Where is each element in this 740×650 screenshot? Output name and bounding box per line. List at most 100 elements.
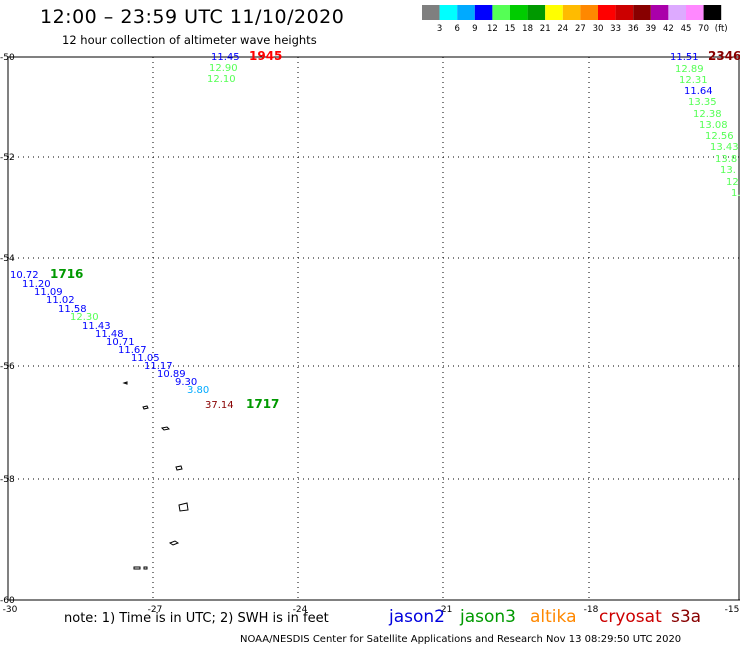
color-scale-label: 30 (593, 24, 604, 34)
color-swatch (527, 5, 546, 20)
color-scale-label: 9 (472, 24, 477, 34)
color-scale-label: 27 (575, 24, 586, 34)
track-time-label: 1945 (249, 49, 282, 63)
swh-value: 12.10 (207, 74, 236, 85)
color-swatch (474, 5, 493, 20)
swh-value: 11.58 (58, 304, 87, 315)
swh-value: 13.43 (710, 142, 739, 153)
swh-value: 10.71 (106, 337, 135, 348)
swh-value: 12 (726, 177, 739, 188)
swh-value: 11.67 (118, 345, 147, 356)
swh-value: 12.56 (705, 131, 734, 142)
swh-value: 11.43 (82, 321, 111, 332)
lon-tick-label: -18 (584, 605, 599, 615)
lon-tick-label: -21 (438, 605, 453, 615)
color-swatch (650, 5, 669, 20)
lat-tick-label: -50 (0, 53, 15, 63)
lon-tick-label: -27 (148, 605, 163, 615)
island-outline (133, 566, 141, 570)
island-outline (142, 405, 149, 410)
color-scale-label: 36 (628, 24, 639, 34)
lon-tick-label: -30 (3, 605, 18, 615)
map-gridlines (8, 57, 740, 600)
swh-value: 12.90 (209, 63, 238, 74)
swh-value: 11.09 (34, 287, 63, 298)
island-outline (160, 426, 171, 431)
color-swatch (492, 5, 510, 20)
track-2346: 11.51 2346 12.89 12.31 11.64 13.35 12.38… (670, 49, 740, 199)
swh-value: 13. (720, 165, 736, 176)
swh-value: 11.17 (144, 361, 173, 372)
swh-value: 12.30 (70, 312, 99, 323)
color-scale-label: 24 (557, 24, 568, 34)
swh-value: 11.51 (670, 52, 699, 63)
track-time-label: 1716 (50, 267, 83, 281)
color-swatch (686, 5, 704, 20)
color-scale-label: 18 (522, 24, 533, 34)
color-swatch (545, 5, 563, 20)
legend-jason3: jason3 (460, 607, 516, 627)
color-swatch (580, 5, 598, 20)
color-swatch (703, 5, 722, 20)
color-scale-labels: 3 6 9 12 15 18 21 24 27 30 33 36 39 42 45 70 (ft) (437, 24, 728, 34)
color-swatch (422, 5, 440, 20)
swh-value: 3.80 (187, 385, 209, 396)
lon-axis-labels: -30 -27 -24 -21 -18 -15 (3, 605, 740, 615)
swh-value: 12.31 (679, 75, 708, 86)
lat-tick-label: -58 (0, 475, 15, 485)
island-outline (122, 381, 128, 385)
color-scale-label: 3 (437, 24, 442, 34)
color-scale-label: 6 (454, 24, 459, 34)
legend-s3a: s3a (671, 607, 702, 627)
color-scale-swatches (422, 5, 722, 20)
lon-tick-label: -24 (293, 605, 308, 615)
swh-value: 10.89 (157, 369, 186, 380)
swh-value: 11.05 (131, 353, 160, 364)
color-scale-label: 70 (698, 24, 709, 34)
color-scale-label: 39 (645, 24, 656, 34)
page-subtitle: 12 hour collection of altimeter wave hei… (62, 33, 317, 47)
color-swatch (668, 5, 686, 20)
map-frame (7, 56, 740, 601)
color-swatch (562, 5, 581, 20)
track-time-label: 1717 (246, 397, 279, 411)
island-outlines (122, 381, 189, 570)
legend-altika: altika (530, 607, 577, 627)
island-outline (178, 502, 189, 512)
color-scale-label: (ft) (715, 24, 728, 34)
color-scale-legend: 3 6 9 12 15 18 21 24 27 30 33 36 39 42 45 70 (ft) (422, 5, 728, 34)
island-outline (168, 540, 180, 546)
track-1945: 11.45 1945 12.90 12.10 (207, 49, 282, 85)
color-swatch (598, 5, 616, 20)
color-scale-label: 45 (681, 24, 692, 34)
lat-axis-labels: -50 -52 -54 -56 -58 -60 (0, 53, 15, 606)
swh-value: 37.14 (205, 400, 234, 411)
credit-footer: NOAA/NESDIS Center for Satellite Applica… (240, 634, 682, 645)
color-swatch (457, 5, 475, 20)
color-swatch (633, 5, 651, 20)
color-scale-label: 12 (487, 24, 498, 34)
swh-value: 13.08 (699, 120, 728, 131)
track-1716: 10.72 1716 11.20 11.09 11.02 11.58 12.30… (10, 267, 209, 396)
lat-tick-label: -54 (0, 254, 15, 264)
lat-tick-label: -56 (0, 362, 15, 372)
swh-value: 13.8 (715, 154, 737, 165)
footnote: note: 1) Time is in UTC; 2) SWH is in fe… (64, 611, 329, 626)
swh-value: 12.38 (693, 109, 722, 120)
color-scale-label: 21 (540, 24, 551, 34)
swh-value: 10.72 (10, 270, 39, 281)
swh-value: 1. (731, 188, 740, 199)
color-swatch (615, 5, 634, 20)
island-outline (143, 566, 148, 570)
color-swatch (510, 5, 528, 20)
swh-value: 9.30 (175, 377, 197, 388)
track-time-label: 2346 (708, 49, 740, 63)
track-1717: 37.14 1717 (205, 397, 279, 411)
color-swatch (439, 5, 458, 20)
swh-value: 13.35 (688, 97, 717, 108)
legend-cryosat: cryosat (599, 607, 662, 627)
lat-tick-label: -60 (0, 596, 15, 606)
page-title: 12:00 – 23:59 UTC 11/10/2020 (40, 6, 345, 28)
swh-value: 11.48 (95, 329, 124, 340)
